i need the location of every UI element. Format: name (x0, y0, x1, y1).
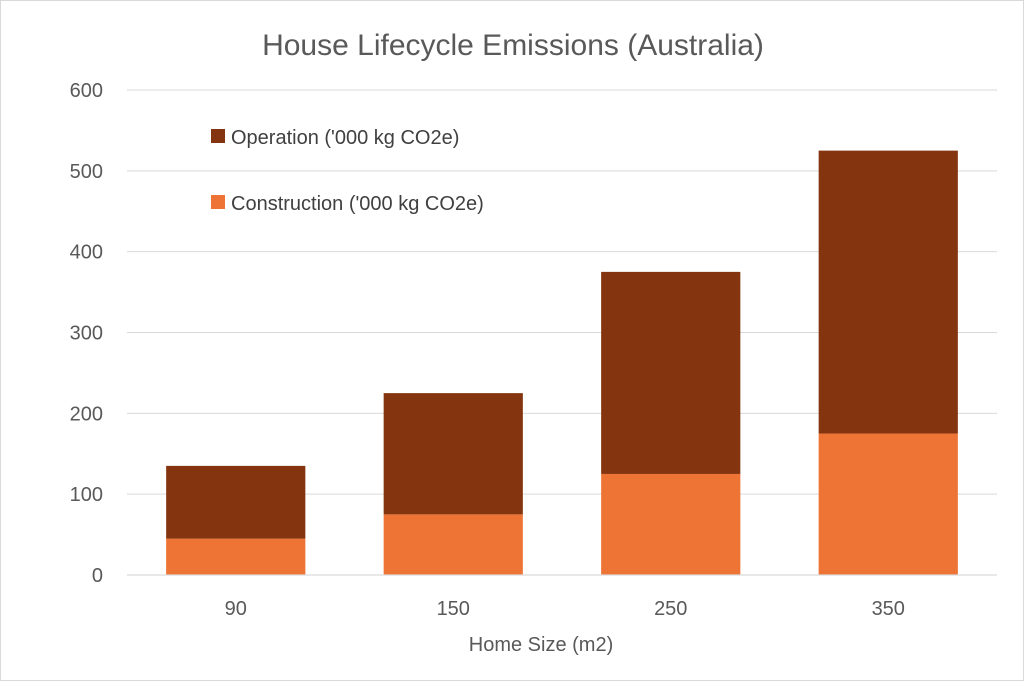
bar-operation (601, 271, 741, 474)
chart-title: House Lifecycle Emissions (Australia) (262, 29, 764, 62)
bar-construction (818, 433, 958, 575)
legend-label-operation: Operation ('000 kg CO2e) (231, 127, 459, 149)
bar-construction (166, 538, 306, 575)
legend-swatch-construction (211, 195, 225, 209)
bar-operation (166, 465, 306, 539)
bar-operation (818, 150, 958, 434)
bar-construction (601, 473, 741, 575)
legend: Operation ('000 kg CO2e) Construction ('… (211, 127, 484, 215)
x-tick-label: 250 (654, 598, 687, 620)
y-tick-label: 100 (70, 484, 103, 506)
x-tick-label: 350 (872, 598, 905, 620)
y-tick-label: 0 (92, 565, 103, 587)
bars (166, 150, 958, 575)
y-tick-label: 500 (70, 161, 103, 183)
y-tick-label: 300 (70, 323, 103, 345)
y-tick-label: 600 (70, 80, 103, 102)
axes: 0 100 200 300 400 500 600 90 150 250 350 (70, 80, 997, 620)
legend-swatch-operation (211, 129, 225, 143)
x-axis-title: Home Size (m2) (469, 634, 613, 656)
x-tick-label: 90 (225, 598, 247, 620)
bar-operation (383, 393, 523, 515)
y-tick-label: 400 (70, 242, 103, 264)
legend-label-construction: Construction ('000 kg CO2e) (231, 193, 484, 215)
y-tick-label: 200 (70, 403, 103, 425)
bar-construction (383, 514, 523, 575)
x-tick-label: 150 (437, 598, 470, 620)
